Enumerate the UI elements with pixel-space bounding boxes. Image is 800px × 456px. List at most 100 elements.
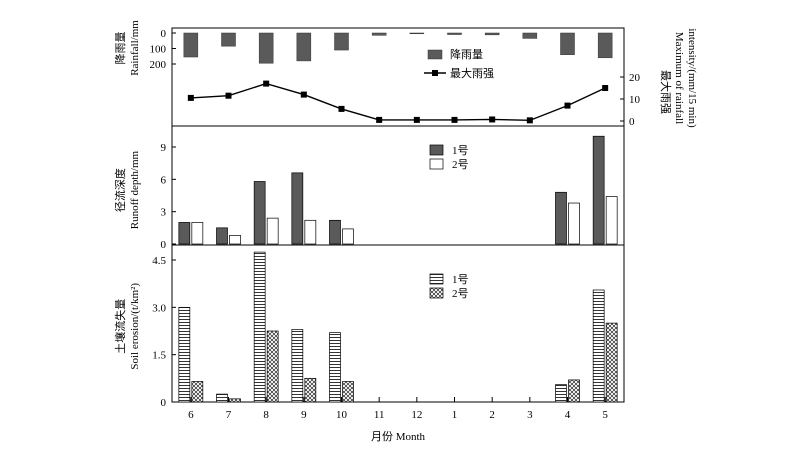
x-tick-label: 6 (188, 409, 194, 421)
intensity-point (376, 116, 383, 123)
intensity-tick-label: 20 (629, 72, 641, 84)
erosion-bar-series-1 (291, 329, 304, 403)
erosion-bar-series-1 (178, 306, 191, 403)
rainfall-bar (183, 32, 199, 58)
erosion-bar-series-1 (253, 251, 266, 403)
runoff-bar-series-1 (253, 181, 266, 245)
runoff-bar-series-2 (266, 217, 279, 245)
runoff-bar-series-2 (568, 202, 580, 245)
erosion-ylabel-en: Soil erosion/(t/km²) (129, 283, 141, 370)
rainfall-ylabel-zh: 降雨量 (113, 32, 127, 65)
intensity-tick-label: 0 (629, 116, 635, 128)
x-tick-label: 3 (527, 409, 533, 421)
rainfall-bar (409, 32, 425, 35)
x-tick-label: 5 (602, 409, 608, 421)
rainfall-tick-label: 200 (150, 59, 167, 71)
x-tick-label: 12 (411, 409, 422, 421)
erosion-ylabel-zh: 土壤流失量 (113, 299, 127, 354)
runoff-bar-series-1 (178, 222, 191, 245)
intensity-point (526, 117, 533, 124)
intensity-line (190, 82, 606, 122)
erosion-bar-series-2 (342, 381, 354, 403)
runoff-bar-series-2 (229, 235, 241, 245)
legend-swatch-rainfall (427, 49, 443, 60)
intensity-point (451, 116, 458, 123)
legend-marker-intensity (432, 70, 438, 76)
panel-frame-rainfall (171, 27, 625, 127)
runoff-bar-series-2 (342, 228, 354, 245)
runoff-ylabel-zh: 径流深度 (113, 168, 127, 212)
rainfall-bar (560, 32, 575, 55)
erosion-bar-series-1 (216, 393, 228, 403)
erosion-bar-series-1 (329, 332, 341, 403)
rainfall-tick-label: 0 (161, 28, 167, 40)
erosion-bar-series-2 (605, 322, 618, 403)
erosion-bar-series-1 (592, 289, 605, 403)
runoff-bar-series-1 (329, 219, 341, 245)
runoff-legend-swatch-1 (429, 144, 444, 156)
erosion-legend-swatch-2 (429, 287, 444, 299)
runoff-tick-label: 0 (161, 239, 167, 251)
x-axis-title: 月份 Month (371, 430, 426, 443)
runoff-bar-series-2 (304, 219, 317, 245)
x-tick-label: 4 (565, 409, 571, 421)
x-tick-label: 9 (301, 409, 307, 421)
runoff-bar-series-2 (605, 196, 618, 245)
erosion-bar-series-2 (304, 377, 317, 403)
intensity-point (489, 116, 496, 123)
x-tick-label: 7 (226, 409, 232, 421)
x-tick-label: 11 (374, 409, 385, 421)
runoff-tick-label: 3 (161, 207, 167, 219)
chart-marks (172, 32, 624, 403)
erosion-legend-swatch-1 (429, 273, 444, 285)
intensity-point (187, 94, 194, 101)
erosion-bar-series-1 (555, 384, 567, 403)
erosion-bar-series-2 (191, 381, 204, 403)
x-tick-label: 1 (452, 409, 458, 421)
erosion-tick-label: 3.0 (152, 302, 166, 314)
runoff-tick-label: 6 (161, 174, 167, 186)
rainfall-bar (221, 32, 236, 47)
runoff-tick-label: 9 (161, 142, 167, 154)
rainfall-bar (597, 32, 613, 59)
intensity-tick-label: 10 (629, 94, 641, 106)
intensity-point (413, 116, 420, 123)
rainfall-bar (447, 32, 462, 35)
runoff-bar-series-1 (555, 191, 567, 245)
x-tick-label: 8 (263, 409, 269, 421)
intensity-point (225, 92, 232, 99)
rainfall-bar (258, 32, 274, 64)
runoff-bar-series-1 (291, 172, 304, 245)
intensity-ylabel-zh: 最大雨强 (659, 70, 673, 114)
intensity-point (300, 91, 307, 98)
erosion-tick-label: 1.5 (152, 350, 166, 362)
rainfall-bar (522, 32, 538, 39)
panel-frame-erosion (171, 244, 625, 403)
erosion-tick-label: 4.5 (152, 255, 166, 267)
runoff-legend-label-1: 1号 (452, 144, 469, 157)
rainfall-bar (371, 32, 387, 36)
intensity-ylabel-en: Maximum of rainfallintensity/(mm/15 min) (673, 28, 698, 128)
rainfall-ylabel-en: Rainfall/mm (129, 20, 141, 76)
intensity-point (338, 105, 345, 112)
legend-label-intensity: 最大雨强 (450, 66, 494, 80)
erosion-legend-label-2: 2号 (452, 287, 469, 300)
runoff-bar-series-2 (191, 222, 204, 245)
intensity-point (564, 102, 571, 109)
runoff-bar-series-1 (216, 227, 228, 245)
rainfall-bar (296, 32, 312, 62)
erosion-bar-series-2 (266, 330, 279, 403)
legend-label-rainfall: 降雨量 (450, 47, 483, 61)
rainfall-bar (484, 32, 500, 36)
x-tick-label: 10 (336, 409, 348, 421)
runoff-legend-swatch-2 (429, 158, 444, 170)
erosion-tick-label: 0 (161, 397, 167, 409)
erosion-legend-label-1: 1号 (452, 273, 469, 286)
intensity-point (263, 80, 270, 87)
runoff-bar-series-1 (592, 135, 605, 245)
rainfall-tick-label: 100 (150, 44, 167, 56)
intensity-point (602, 85, 609, 91)
erosion-bar-series-2 (568, 379, 580, 403)
